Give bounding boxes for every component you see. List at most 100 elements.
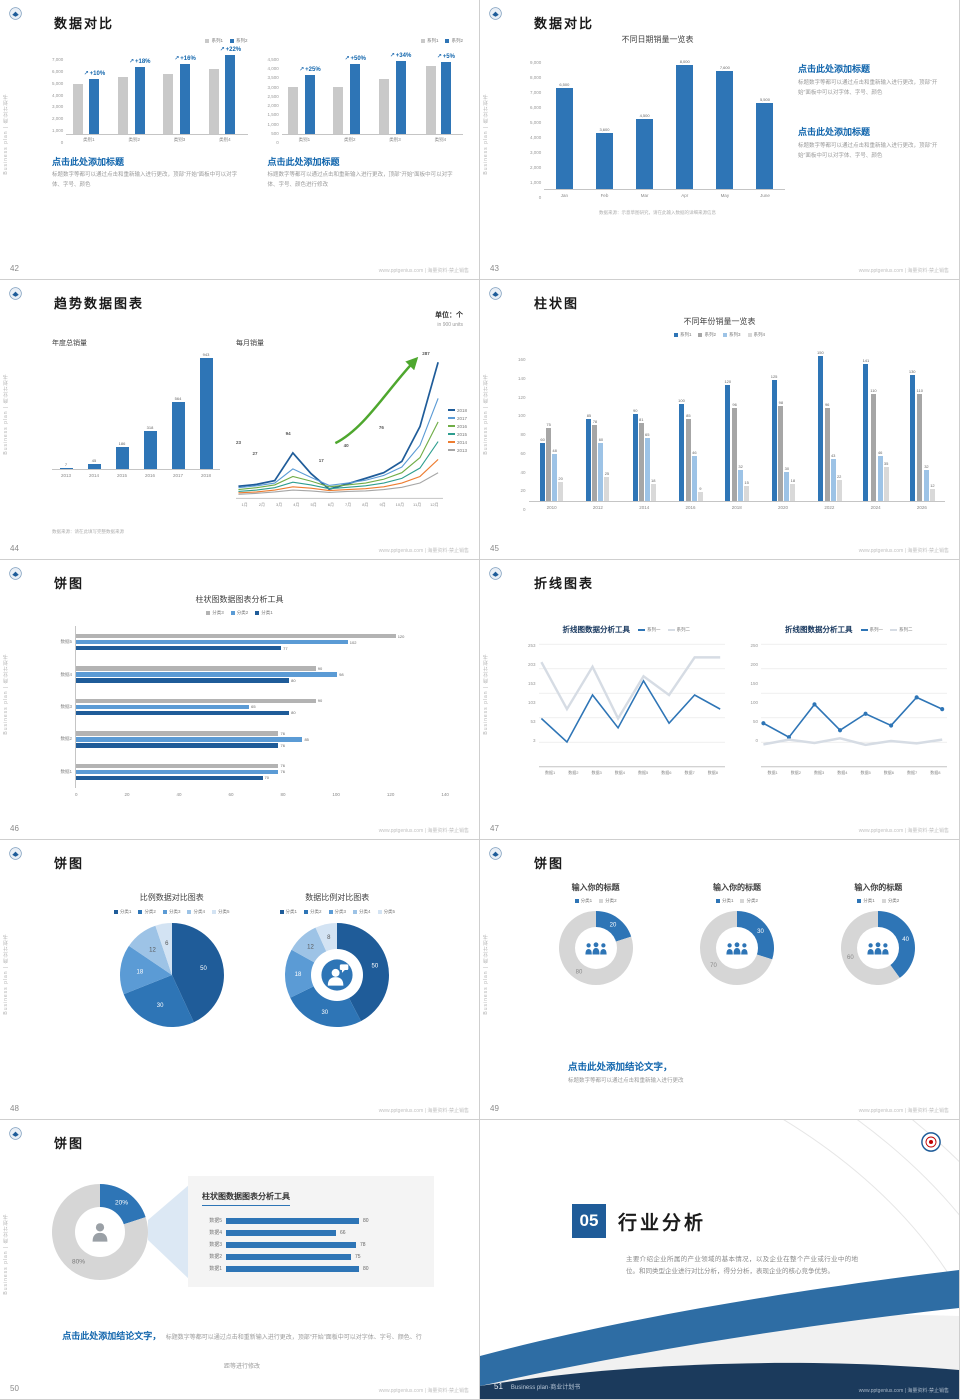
bar-value-label: 80 bbox=[363, 1265, 369, 1272]
up-arrow-icon: ↗ bbox=[436, 53, 442, 60]
bar bbox=[716, 71, 734, 189]
bar-wrap bbox=[72, 46, 83, 134]
y-tick-label: 150 bbox=[750, 681, 759, 686]
bar-value-label: 35 bbox=[883, 461, 889, 466]
legend-swatch bbox=[205, 39, 210, 43]
bar-wrap: 22 bbox=[836, 346, 842, 501]
bar bbox=[909, 375, 915, 501]
legend-swatch bbox=[229, 39, 234, 43]
legend-item: 分类1 bbox=[857, 898, 875, 904]
x-tick-label: 2012 bbox=[592, 504, 603, 510]
watermark: www.pptgenius.com | 海量资料·禁止销售 bbox=[858, 548, 949, 554]
legend-swatch bbox=[353, 910, 358, 914]
bar-wrap: 102 bbox=[76, 640, 449, 645]
bar-group: ↗+16% bbox=[157, 46, 202, 134]
group-label: 数据5 bbox=[60, 639, 72, 645]
legend-swatch bbox=[211, 910, 216, 914]
bar-value-label: 130 bbox=[908, 369, 916, 374]
page-title: 折线图表 bbox=[534, 576, 595, 591]
bar-value-label: 125 bbox=[770, 374, 778, 379]
legend-item: 系列1 bbox=[420, 38, 438, 44]
bar bbox=[679, 404, 684, 501]
bar-value-label: 96 bbox=[732, 402, 737, 407]
chart-block: 数据比例对比图表 分类1 分类2 分类3 分类4 分类5 50 30 18 12 8 bbox=[279, 892, 396, 1034]
legend-label: 分类5 bbox=[383, 909, 396, 914]
bar-wrap: 98 bbox=[778, 346, 784, 501]
bar-group: ↗+22% bbox=[202, 46, 247, 134]
legend-label: 分类2 bbox=[144, 909, 156, 914]
bar-group: 564 bbox=[164, 351, 192, 469]
bar-group: 7,600 bbox=[705, 49, 745, 189]
bar-value-label: 110 bbox=[870, 388, 877, 393]
x-tick-label: 2016 bbox=[685, 504, 696, 510]
bar bbox=[378, 79, 389, 134]
group-label: 数据1 bbox=[60, 768, 72, 774]
bar-wrap: ↗+50% bbox=[344, 46, 366, 134]
legend-label: 系列2 bbox=[704, 332, 716, 337]
legend-label: 分类1 bbox=[863, 898, 875, 903]
center-icon bbox=[698, 909, 776, 987]
watermark: www.pptgenius.com | 海量资料·禁止销售 bbox=[858, 268, 949, 274]
chart-legend: 系列一 系列二 bbox=[860, 626, 913, 633]
bar-wrap: 76 bbox=[76, 769, 449, 774]
group-label: 数据1 bbox=[209, 1266, 222, 1272]
bar bbox=[540, 443, 546, 501]
group-label: 数据2 bbox=[60, 736, 72, 742]
legend-swatch bbox=[447, 425, 455, 428]
x-tick-label: 数据8 bbox=[930, 769, 941, 775]
x-tick-label: Jan bbox=[560, 192, 568, 198]
legend-label: 系列一 bbox=[869, 626, 884, 632]
y-tick-label: 100 bbox=[518, 413, 526, 419]
bar-wrap bbox=[425, 46, 436, 134]
bar bbox=[199, 358, 213, 469]
placeholder-heading: 点击此处添加标题 bbox=[52, 157, 125, 167]
section-description: 主要介绍企业所属的产业领域的基本情况，以及企业在整个产业或行业中的地位。和同类型… bbox=[626, 1256, 858, 1276]
slice-label: 8 bbox=[327, 935, 331, 941]
bar bbox=[638, 423, 644, 501]
page-number: 47 bbox=[490, 824, 499, 833]
bar-wrap: 75 bbox=[546, 346, 552, 501]
bar-value-label: 78 bbox=[360, 1241, 366, 1248]
y-tick-label: 8,000 bbox=[530, 75, 542, 80]
conclusion-heading: 点击此处添加结论文字， bbox=[568, 1062, 673, 1074]
x-tick-label: 数据4 bbox=[837, 769, 848, 775]
bar bbox=[830, 459, 836, 501]
value-annotation: 287 bbox=[422, 351, 430, 356]
bar bbox=[72, 84, 83, 134]
bar-group: 45 bbox=[80, 351, 108, 469]
legend-item: 2015 bbox=[447, 432, 467, 437]
y-tick-label: 60 bbox=[520, 450, 526, 456]
legend-item: 2018 bbox=[447, 408, 467, 413]
grouped-bar-chart: 160 140 120 100 80 60 40 20 0 60 75 48 20 85 78 60 25 90 8… bbox=[518, 346, 945, 512]
slide-45: Business plan | 商业计划书 柱状图 不同年份销量一览表 系列1 系… bbox=[480, 280, 959, 559]
y-tick-label: 3 bbox=[533, 738, 536, 743]
bar-value-label: 18 bbox=[790, 478, 796, 483]
chart-title: 比例数据对比图表 bbox=[139, 893, 204, 902]
legend-item: 分类2 bbox=[230, 610, 248, 616]
slice-label: 18 bbox=[136, 970, 143, 976]
x-tick-label: 3月 bbox=[276, 501, 283, 507]
bar-row: 数据1 80 bbox=[202, 1265, 420, 1272]
y-tick-label: 4,000 bbox=[52, 92, 64, 98]
legend-item: 分类1 bbox=[715, 898, 733, 904]
plot-area: 7 45 186 318 564 943 2013 2014 2015 2016 2017 2018 bbox=[52, 351, 220, 480]
up-arrow-icon: ↗ bbox=[219, 46, 225, 53]
bar-group: 76 85 76 bbox=[76, 731, 449, 748]
bar bbox=[817, 356, 823, 501]
slide-49: Business plan | 商业计划书 饼图 输入你的标题 分类1 分类2 2… bbox=[480, 840, 959, 1119]
slice-label: 60 bbox=[847, 955, 854, 961]
chart-title: 折线图数据分析工具 bbox=[785, 625, 853, 634]
slice-label: 20% bbox=[115, 1199, 128, 1206]
slice-label: 30 bbox=[156, 1003, 163, 1009]
chart-title: 不同年份销量一览表 bbox=[683, 317, 756, 326]
x-tick-label: 100 bbox=[332, 792, 340, 797]
bar-wrap: ↗+34% bbox=[390, 46, 411, 134]
value-annotation: 27 bbox=[252, 450, 258, 456]
people-icon bbox=[585, 941, 607, 954]
bar-group: 141 110 46 35 bbox=[852, 346, 898, 501]
bar-value-label: 5,500 bbox=[759, 97, 770, 102]
slice-label: 50 bbox=[372, 964, 379, 970]
bar-wrap: 96 bbox=[732, 346, 738, 501]
page-number: 49 bbox=[490, 1104, 499, 1113]
bar bbox=[226, 1265, 359, 1272]
